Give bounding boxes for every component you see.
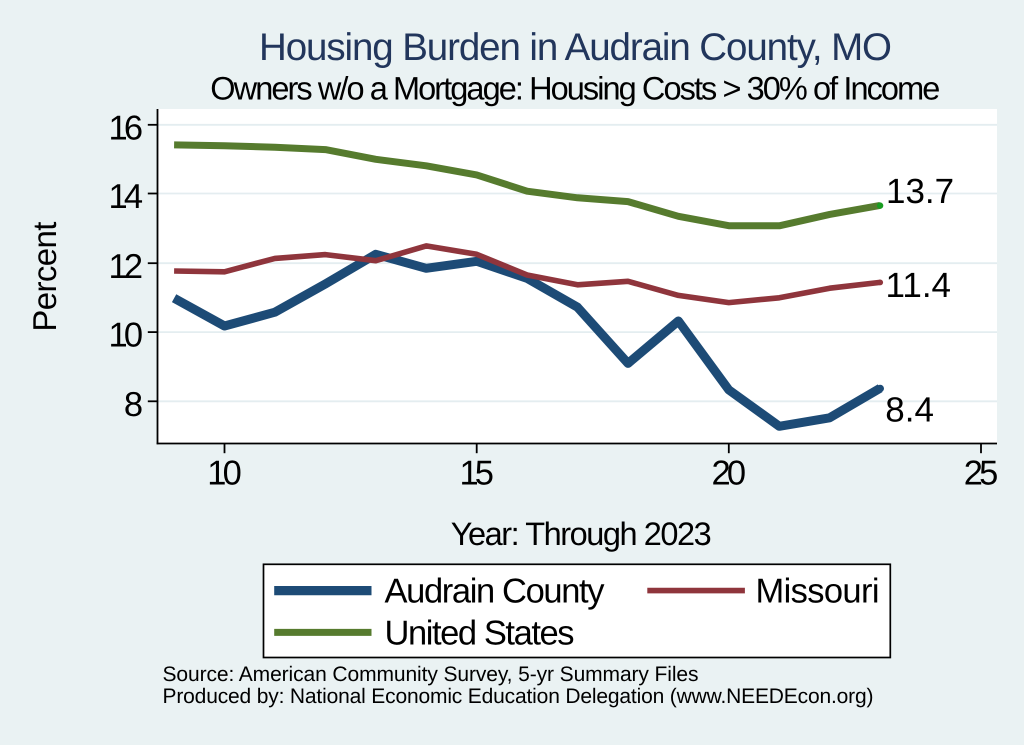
- svg-text:Percent: Percent: [26, 222, 63, 332]
- svg-text:20: 20: [712, 455, 747, 493]
- svg-text:16: 16: [109, 109, 144, 147]
- svg-text:Missouri: Missouri: [756, 573, 880, 611]
- svg-text:Owners w/o a Mortgage: Housing: Owners w/o a Mortgage: Housing Costs > 3…: [210, 70, 940, 106]
- svg-text:Source: American Community Sur: Source: American Community Survey, 5-yr …: [163, 663, 699, 686]
- svg-text:14: 14: [109, 178, 144, 216]
- svg-text:10: 10: [109, 317, 144, 355]
- svg-text:Audrain County: Audrain County: [385, 573, 606, 611]
- svg-text:Produced by: National Economic: Produced by: National Economic Education…: [163, 685, 874, 708]
- svg-text:United States: United States: [385, 615, 575, 653]
- svg-text:25: 25: [964, 455, 999, 493]
- svg-text:15: 15: [459, 455, 494, 493]
- svg-text:11.4: 11.4: [886, 266, 952, 305]
- svg-text:12: 12: [109, 248, 144, 286]
- svg-text:Housing Burden in Audrain Coun: Housing Burden in Audrain County, MO: [259, 26, 892, 69]
- svg-text:13.7: 13.7: [886, 172, 954, 211]
- svg-text:10: 10: [207, 455, 242, 493]
- svg-text:8: 8: [124, 386, 143, 424]
- svg-text:Year: Through 2023: Year: Through 2023: [451, 516, 712, 552]
- svg-text:8.4: 8.4: [885, 391, 934, 430]
